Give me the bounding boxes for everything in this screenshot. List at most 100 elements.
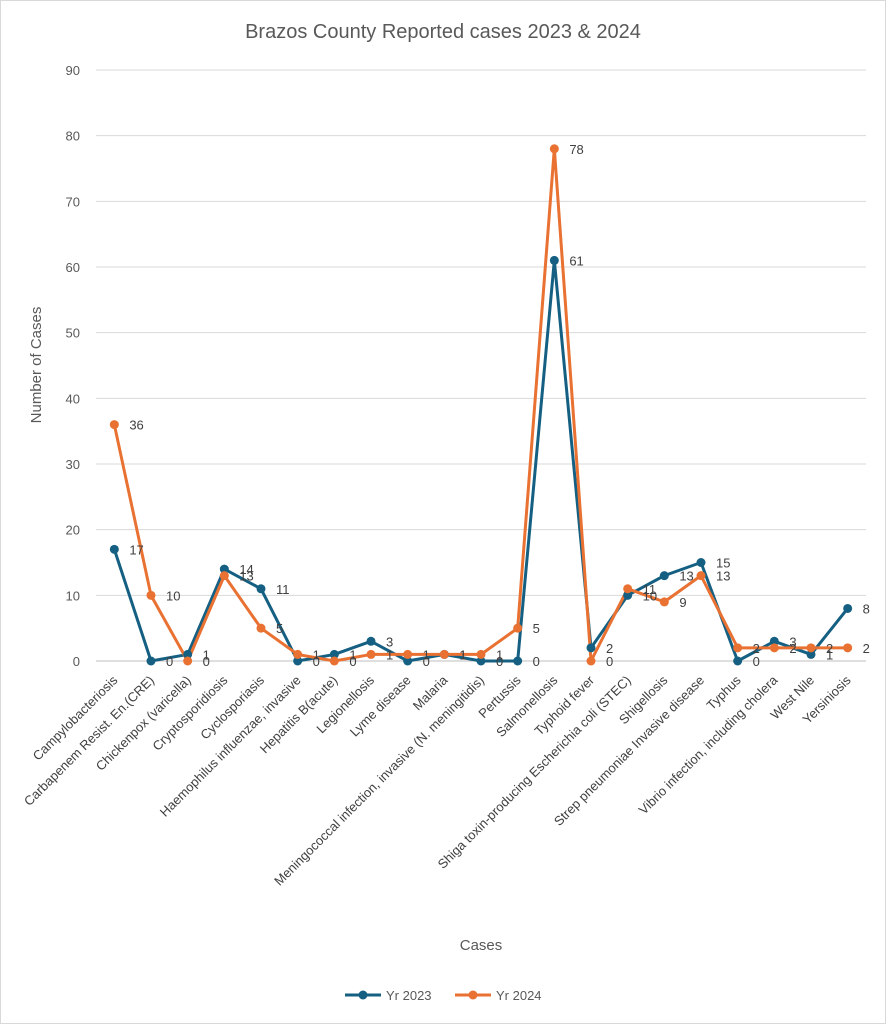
series-2-point xyxy=(659,597,669,607)
gridlines xyxy=(96,69,866,662)
series-1-point xyxy=(513,656,523,666)
y-tick-label: 30 xyxy=(66,457,80,472)
series-2-data-label: 78 xyxy=(569,142,583,157)
chart-title: Brazos County Reported cases 2023 & 2024 xyxy=(245,21,641,43)
series-1-point xyxy=(659,571,669,581)
series-1-point xyxy=(329,649,339,659)
series-1-data-label: 3 xyxy=(386,634,393,649)
series-1-point xyxy=(843,603,853,613)
series-1-data-label: 1 xyxy=(349,647,356,662)
legend-entry-1: Yr 2023 xyxy=(386,988,432,1003)
series-2-data-label: 1 xyxy=(313,647,320,662)
series-2-point xyxy=(219,571,229,581)
series-2-point xyxy=(183,656,193,666)
series-1-data-label: 1 xyxy=(459,647,466,662)
series-1-data-label: 8 xyxy=(863,601,870,616)
y-axis-ticks: 0 10 20 30 40 50 60 70 80 90 xyxy=(66,63,80,669)
series-1-point xyxy=(549,255,559,265)
series-2-point xyxy=(586,656,596,666)
series-1-point xyxy=(696,558,706,567)
series-2-point xyxy=(806,643,816,653)
series-2-data-label: 10 xyxy=(166,588,180,603)
y-tick-label: 0 xyxy=(73,654,80,669)
series-2-point xyxy=(769,643,779,653)
series-1-point xyxy=(623,590,633,600)
series-2-point xyxy=(109,420,119,430)
series-2-data-label: 1 xyxy=(459,647,466,662)
series-1-point xyxy=(403,656,413,666)
series-1-data-label: 3 xyxy=(789,634,796,649)
y-axis-title: Number of Cases xyxy=(28,307,45,424)
series-1-data-label: 11 xyxy=(276,582,290,597)
series-1-data-label: 13 xyxy=(679,569,693,584)
series-2-data-label: 0 xyxy=(349,654,356,669)
series-1-point xyxy=(476,656,486,666)
series-1-data-label: 0 xyxy=(166,654,173,669)
series-2-point xyxy=(293,649,303,659)
series-2-point xyxy=(146,590,156,600)
series-1-point xyxy=(183,649,193,659)
y-tick-label: 80 xyxy=(66,129,80,144)
series-2-point xyxy=(843,643,853,653)
series-line-1 xyxy=(112,258,850,663)
series-2-data-label: 36 xyxy=(129,418,143,433)
series-2-data-label: 13 xyxy=(239,569,253,584)
series-1-data-label: 10 xyxy=(643,588,657,603)
series-2-data-label: 2 xyxy=(789,641,796,656)
series-2-data-label: 0 xyxy=(203,654,210,669)
series-2-data-label: 9 xyxy=(679,595,686,610)
series-1-point xyxy=(146,656,156,666)
series-2-data-label: 2 xyxy=(826,641,833,656)
legend-entry-2: Yr 2024 xyxy=(496,988,542,1003)
series-1-data-label: 0 xyxy=(533,654,540,669)
legend-swatch-marker xyxy=(358,990,368,1000)
series-2-point xyxy=(696,571,706,581)
series-1-point xyxy=(366,636,376,646)
series-1-point xyxy=(256,584,266,594)
series-1-point xyxy=(293,656,303,666)
series-1-data-label: 61 xyxy=(569,253,583,268)
y-tick-label: 10 xyxy=(66,588,80,603)
series-1-point xyxy=(109,544,119,554)
y-tick-label: 40 xyxy=(66,391,80,406)
x-category-label: Cyclosporiasis xyxy=(197,672,267,742)
series-1-data-label: 0 xyxy=(753,654,760,669)
series-2-point xyxy=(329,656,339,666)
series-2-data-label: 2 xyxy=(863,641,870,656)
series-1-data-label: 1 xyxy=(203,647,210,662)
series-2-point xyxy=(513,623,523,633)
series-1-data-label: 0 xyxy=(423,654,430,669)
series-1-data-label: 15 xyxy=(716,556,730,571)
legend: Yr 2023 Yr 2024 xyxy=(345,988,542,1003)
series-1-point xyxy=(769,636,779,646)
series-1-point xyxy=(806,649,816,659)
series-2-data-label: 1 xyxy=(386,647,393,662)
series-2-data-label: 2 xyxy=(753,641,760,656)
series-2-data-label: 1 xyxy=(496,647,503,662)
y-tick-label: 90 xyxy=(66,63,80,78)
series-2-point xyxy=(439,649,449,659)
series-2-point xyxy=(549,144,559,154)
series-2-data-label: 1 xyxy=(423,647,430,662)
y-tick-label: 50 xyxy=(66,326,80,341)
series-2-point xyxy=(366,649,376,659)
series-line-2 xyxy=(112,147,850,663)
series-1-data-label: 2 xyxy=(606,641,613,656)
series-1-point xyxy=(219,564,229,574)
y-tick-label: 20 xyxy=(66,523,80,538)
series-1-point xyxy=(586,643,596,653)
series-2-data-label: 0 xyxy=(606,654,613,669)
series-1-data-label: 17 xyxy=(129,542,143,557)
series-2-data-label: 5 xyxy=(276,621,283,636)
series-2-point xyxy=(623,584,633,594)
legend-swatch-marker xyxy=(468,990,478,1000)
series-2-point xyxy=(403,649,413,659)
series-1-data-label: 0 xyxy=(496,654,503,669)
series-2-data-label: 13 xyxy=(716,569,730,584)
y-tick-label: 60 xyxy=(66,260,80,275)
y-tick-label: 70 xyxy=(66,194,80,209)
